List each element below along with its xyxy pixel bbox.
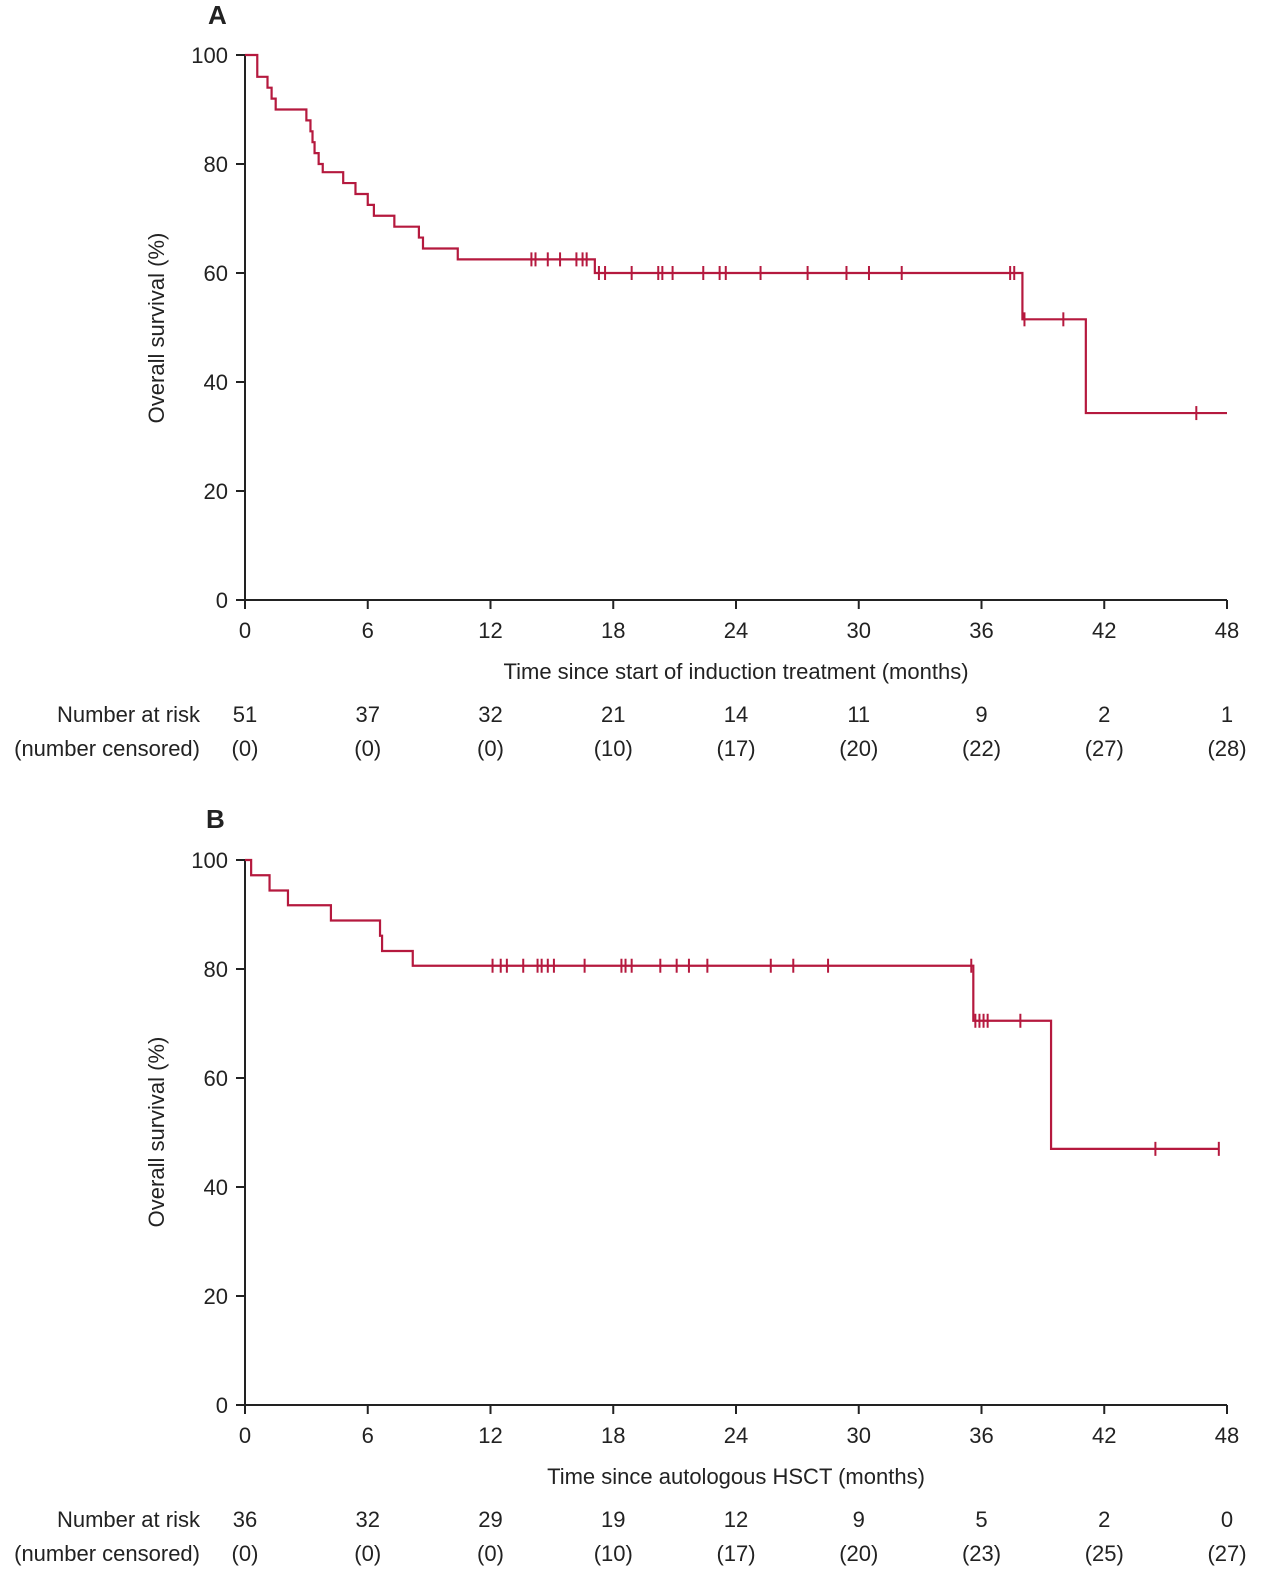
number-at-risk-value: 32 — [478, 702, 502, 727]
number-censored-value: (22) — [962, 736, 1001, 761]
panel-a-risk-table: Number at risk (number censored) 51 (0) 37… — [14, 702, 1246, 761]
y-tick-label: 100 — [191, 848, 228, 873]
number-at-risk-value: 12 — [724, 1507, 748, 1532]
panel-b-censored-label: (number censored) — [14, 1541, 200, 1566]
number-at-risk-value: 29 — [478, 1507, 502, 1532]
y-tick-label: 60 — [204, 1066, 228, 1091]
panel-a-censor-marks — [530, 252, 1198, 421]
y-tick-label: 20 — [204, 1284, 228, 1309]
y-tick-label: 40 — [204, 1175, 228, 1200]
number-censored-value: (0) — [354, 1541, 381, 1566]
number-censored-value: (0) — [232, 1541, 259, 1566]
y-tick-label: 0 — [216, 588, 228, 613]
panel-b-y-axis-title: Overall survival (%) — [144, 1037, 169, 1228]
panel-b-risk-values: 36 (0) 32 (0) 29 (0) 19 (10) 12 (17) 9 (20) 5 (23) 2 (2… — [232, 1507, 1247, 1566]
x-tick-label: 24 — [724, 618, 748, 643]
panel-a-y-ticks: 0 20 40 60 80 100 — [191, 43, 245, 613]
x-tick-label: 12 — [478, 618, 502, 643]
number-at-risk-value: 9 — [975, 702, 987, 727]
number-at-risk-value: 2 — [1098, 1507, 1110, 1532]
number-at-risk-value: 11 — [847, 702, 870, 727]
y-tick-label: 80 — [204, 152, 228, 177]
panel-b-x-axis-title: Time since autologous HSCT (months) — [547, 1464, 925, 1489]
number-at-risk-value: 14 — [724, 702, 748, 727]
panel-a-x-axis-title: Time since start of induction treatment … — [503, 659, 968, 684]
panel-b-censor-marks — [491, 958, 1220, 1156]
number-censored-value: (20) — [839, 736, 878, 761]
number-at-risk-value: 21 — [601, 702, 625, 727]
y-tick-label: 40 — [204, 370, 228, 395]
y-tick-label: 80 — [204, 957, 228, 982]
number-censored-value: (25) — [1085, 1541, 1124, 1566]
x-tick-label: 36 — [969, 1423, 993, 1448]
x-tick-label: 12 — [478, 1423, 502, 1448]
panel-a-letter: A — [208, 0, 227, 30]
x-tick-label: 18 — [601, 618, 625, 643]
panel-b-y-ticks: 0 20 40 60 80 100 — [191, 848, 245, 1418]
number-censored-value: (27) — [1085, 736, 1124, 761]
y-tick-label: 60 — [204, 261, 228, 286]
number-censored-value: (27) — [1207, 1541, 1246, 1566]
x-tick-label: 18 — [601, 1423, 625, 1448]
panel-b-survival-curve — [245, 858, 1219, 1150]
x-tick-label: 30 — [847, 618, 871, 643]
x-tick-label: 0 — [239, 1423, 251, 1448]
number-at-risk-value: 0 — [1221, 1507, 1233, 1532]
number-censored-value: (0) — [354, 736, 381, 761]
x-tick-label: 24 — [724, 1423, 748, 1448]
x-tick-label: 30 — [847, 1423, 871, 1448]
panel-b-x-ticks: 0 6 12 18 24 30 36 42 48 — [239, 1405, 1239, 1448]
number-at-risk-value: 9 — [853, 1507, 865, 1532]
x-tick-label: 0 — [239, 618, 251, 643]
x-tick-label: 48 — [1215, 1423, 1239, 1448]
x-tick-label: 6 — [362, 618, 374, 643]
number-censored-value: (17) — [716, 1541, 755, 1566]
number-at-risk-value: 36 — [233, 1507, 257, 1532]
panel-a-x-ticks: 0 6 12 18 24 30 36 42 48 — [239, 600, 1239, 643]
number-at-risk-value: 51 — [233, 702, 257, 727]
number-at-risk-value: 37 — [356, 702, 380, 727]
x-tick-label: 42 — [1092, 1423, 1116, 1448]
number-censored-value: (0) — [477, 736, 504, 761]
number-at-risk-value: 1 — [1221, 702, 1233, 727]
x-tick-label: 6 — [362, 1423, 374, 1448]
number-censored-value: (20) — [839, 1541, 878, 1566]
y-tick-label: 20 — [204, 479, 228, 504]
number-censored-value: (10) — [594, 1541, 633, 1566]
x-tick-label: 48 — [1215, 618, 1239, 643]
x-tick-label: 42 — [1092, 618, 1116, 643]
number-at-risk-value: 2 — [1098, 702, 1110, 727]
number-at-risk-value: 5 — [975, 1507, 987, 1532]
panel-b-risk-table: Number at risk (number censored) 36 (0) 32… — [14, 1507, 1246, 1566]
panel-a-risk-values: 51 (0) 37 (0) 32 (0) 21 (10) 14 (17) 11 (20) 9 (22) 2 (… — [232, 702, 1247, 761]
panel-a-censored-label: (number censored) — [14, 736, 200, 761]
number-censored-value: (10) — [594, 736, 633, 761]
panel-a-risk-label: Number at risk — [57, 702, 201, 727]
x-tick-label: 36 — [969, 618, 993, 643]
number-censored-value: (0) — [477, 1541, 504, 1566]
panel-b-letter: B — [206, 804, 225, 834]
number-censored-value: (23) — [962, 1541, 1001, 1566]
number-censored-value: (17) — [716, 736, 755, 761]
number-at-risk-value: 32 — [356, 1507, 380, 1532]
number-censored-value: (28) — [1207, 736, 1246, 761]
panel-a-y-axis-title: Overall survival (%) — [144, 233, 169, 424]
number-at-risk-value: 19 — [601, 1507, 625, 1532]
y-tick-label: 100 — [191, 43, 228, 68]
y-tick-label: 0 — [216, 1393, 228, 1418]
panel-a-survival-curve — [245, 53, 1227, 415]
panel-b-risk-label: Number at risk — [57, 1507, 201, 1532]
number-censored-value: (0) — [232, 736, 259, 761]
